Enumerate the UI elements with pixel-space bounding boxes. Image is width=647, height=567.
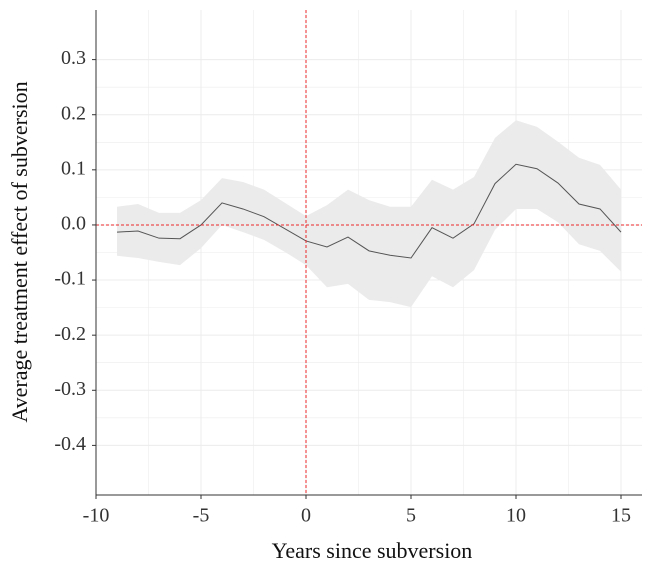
y-axis-label: Average treatment effect of subversion xyxy=(7,81,32,422)
x-tick-label: 5 xyxy=(406,505,416,527)
y-tick-label: -0.4 xyxy=(54,433,86,455)
y-tick-label: 0.1 xyxy=(61,157,86,179)
x-tick-label: 0 xyxy=(301,505,311,527)
confidence-band xyxy=(117,120,621,308)
y-tick-label: -0.2 xyxy=(54,323,86,345)
y-tick-label: 0.0 xyxy=(61,213,86,235)
x-tick-label: 10 xyxy=(506,505,526,527)
y-tick-label: -0.3 xyxy=(54,378,86,400)
y-tick-label: 0.3 xyxy=(61,47,86,69)
y-tick-label: -0.1 xyxy=(54,268,86,290)
y-tick-label: 0.2 xyxy=(61,102,86,124)
x-axis-label: Years since subversion xyxy=(272,538,473,563)
x-tick-label: -10 xyxy=(83,505,110,527)
x-tick-label: -5 xyxy=(193,505,210,527)
x-tick-label: 15 xyxy=(611,505,631,527)
